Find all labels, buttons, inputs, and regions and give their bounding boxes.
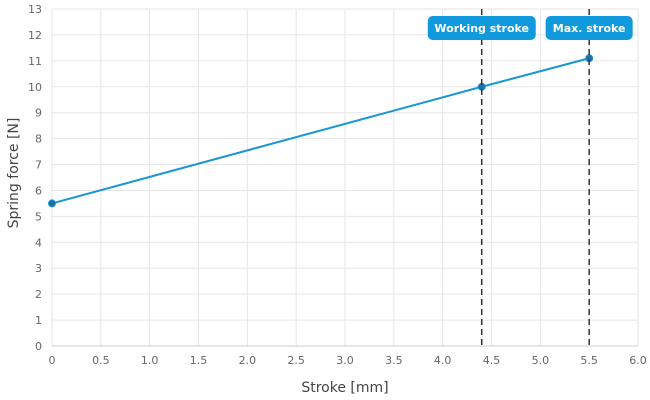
x-tick-label: 6.0 [629,354,647,367]
x-tick-label: 2.5 [287,354,305,367]
y-tick-label: 12 [28,29,42,42]
y-tick-label: 11 [28,55,42,68]
y-tick-label: 0 [35,340,42,353]
x-tick-label: 4.0 [434,354,452,367]
y-axis-title: Spring force [N] [6,118,22,229]
grid [51,8,639,347]
y-tick-label: 1 [35,314,42,327]
series-line [51,57,590,205]
y-tick-label: 9 [35,107,42,120]
x-tick-label: 0 [49,354,56,367]
y-tick-label: 5 [35,210,42,223]
markers-layer: Working stroke Max. stroke [427,9,633,346]
x-tick-label: 4.5 [483,354,501,367]
x-tick-label: 0.5 [92,354,110,367]
data-point [48,199,56,208]
x-tick-label: 3.0 [336,354,354,367]
y-tick-label: 7 [35,159,42,172]
x-axis-title: Stroke [mm] [301,380,388,396]
x-tick-label: 1.5 [190,354,208,367]
y-tick-label: 8 [35,133,42,146]
marker-badge [545,16,633,40]
y-tick-label: 3 [35,262,42,275]
x-tick-label: 1.0 [141,354,159,367]
y-tick-label: 2 [35,288,42,301]
x-tick-label: 5.0 [532,354,550,367]
marker-label: Working stroke [434,22,529,35]
series-layer [48,54,594,208]
x-tick-label: 2.0 [239,354,257,367]
marker-badge [427,16,536,40]
y-tick-label: 4 [35,236,42,249]
y-tick-label: 10 [28,81,42,94]
x-tick-labels: 0 0.5 1.0 1.5 2.0 2.5 3.0 3.5 4.0 4.5 5.0 5.5 6.0 [49,354,647,367]
x-tick-label: 5.5 [580,354,598,367]
marker-label: Max. stroke [553,22,626,35]
x-tick-label: 3.5 [385,354,403,367]
y-tick-label: 6 [35,184,42,197]
y-tick-label: 13 [28,3,42,16]
